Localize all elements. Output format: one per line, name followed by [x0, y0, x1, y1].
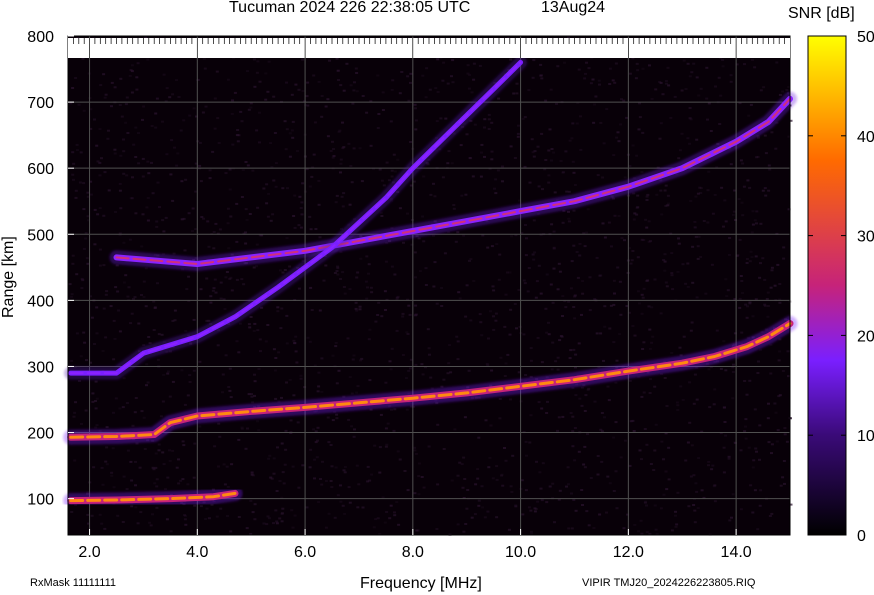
- x-tick-label: 6.0: [294, 544, 316, 561]
- plot-area: [63, 35, 798, 536]
- x-tick-label: 12.0: [613, 544, 644, 561]
- trace-e-layer: [63, 485, 243, 509]
- plot-axes: 2.0 4.0 6.0 8.0 10.0 12.0 14.0 100 200 300 400 500 6…: [27, 29, 791, 561]
- rxmask-label: RxMask 11111111: [30, 577, 117, 589]
- file-name-label: VIPIR TMJ20_2024226223805.RIQ: [582, 577, 756, 589]
- y-tick-label: 600: [27, 161, 54, 178]
- plot-background: [68, 36, 790, 535]
- colorbar-tick-label: 20: [857, 328, 874, 345]
- trace-f-layer-second-echo: [109, 91, 797, 271]
- plot-title: Tucuman 2024 226 22:38:05 UTC: [229, 0, 471, 16]
- colorbar-tick-label: 10: [857, 428, 874, 445]
- y-tick-label: 700: [27, 95, 54, 112]
- x-tick-label: 4.0: [186, 544, 208, 561]
- x-tick-label: 2.0: [78, 544, 100, 561]
- colorbar-tick-label: 50: [857, 29, 874, 46]
- x-tick-label: 10.0: [505, 544, 536, 561]
- y-tick-label: 400: [27, 293, 54, 310]
- colorbar-tick-label: 30: [857, 229, 874, 246]
- colorbar-tick-label: 0: [857, 528, 866, 545]
- trace-e-layer-multiple-echoes: [64, 55, 528, 380]
- plot-date: 13Aug24: [541, 0, 606, 16]
- y-tick-label: 100: [27, 492, 54, 509]
- plot-frame: [67, 35, 791, 536]
- trace-f-layer-trace: [63, 316, 798, 445]
- x-axis-label: Frequency [MHz]: [360, 575, 482, 592]
- grid-lines: [68, 35, 790, 535]
- x-tick-label: 8.0: [402, 544, 424, 561]
- colorbar-tick-label: 40: [857, 129, 874, 146]
- top-tick-strip: [68, 38, 790, 58]
- x-tick-label: 14.0: [721, 544, 752, 561]
- colorbar: 0 10 20 30 40 50: [807, 29, 874, 545]
- y-tick-label: 500: [27, 227, 54, 244]
- colorbar-gradient: [807, 35, 847, 536]
- colorbar-title: SNR [dB]: [788, 5, 855, 22]
- y-tick-label: 800: [27, 29, 54, 46]
- y-tick-label: 300: [27, 359, 54, 376]
- y-tick-label: 200: [27, 426, 54, 443]
